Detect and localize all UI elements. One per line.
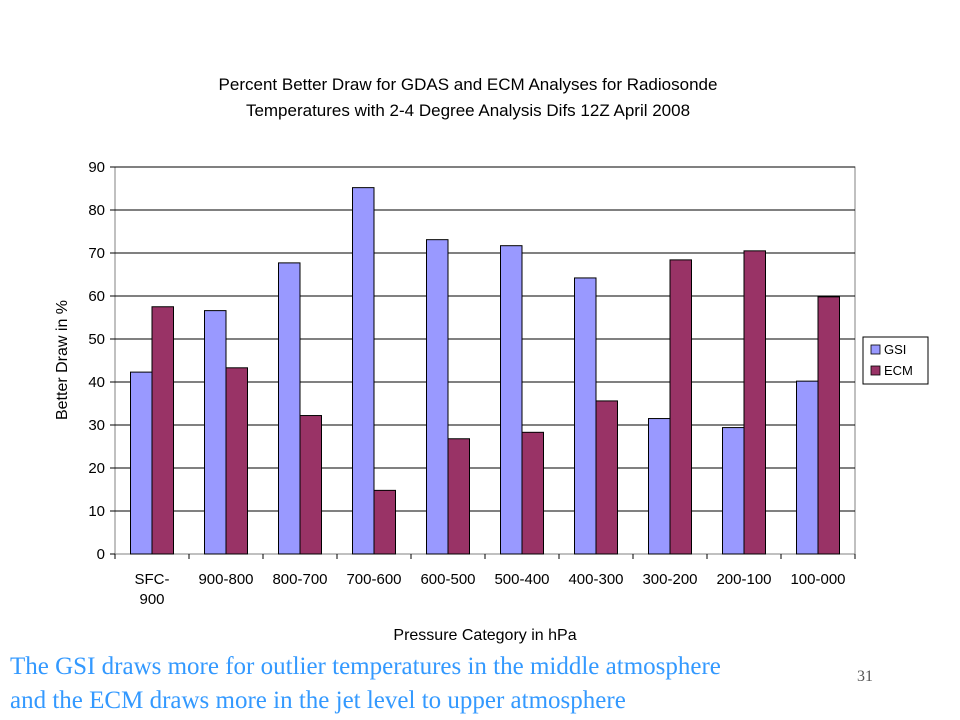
caption-line-2: and the ECM draws more in the jet level … bbox=[10, 687, 626, 714]
bar-gsi-1 bbox=[204, 310, 227, 555]
bars bbox=[130, 187, 840, 555]
bar-gsi-5 bbox=[500, 245, 523, 555]
bar-ecm-0 bbox=[151, 306, 174, 555]
x-axis-ticks: SFC- 900 900-800 800-700 700-600 600-500 500-4… bbox=[114, 554, 856, 608]
y-tick-label: 60 bbox=[88, 288, 105, 305]
y-tick-label: 80 bbox=[88, 202, 105, 219]
y-axis-ticks: 0 10 20 30 40 50 60 70 80 90 bbox=[88, 159, 115, 563]
caption-line-1: The GSI draws more for outlier temperatu… bbox=[10, 653, 721, 680]
chart-title-line-1: Percent Better Draw for GDAS and ECM Ana… bbox=[219, 75, 718, 94]
bar-gsi-3 bbox=[352, 187, 375, 555]
bar-ecm-4 bbox=[447, 438, 470, 555]
bar-gsi-9 bbox=[796, 380, 819, 555]
legend: GSI ECM bbox=[862, 336, 929, 385]
bar-ecm-1 bbox=[225, 367, 248, 555]
y-axis-label: Better Draw in % bbox=[54, 300, 71, 420]
x-tick-label: 800-700 bbox=[272, 571, 327, 588]
bar-gsi-0 bbox=[130, 371, 153, 555]
bar-gsi-4 bbox=[426, 239, 449, 555]
x-tick-label: 400-300 bbox=[568, 571, 623, 588]
legend-label-gsi: GSI bbox=[884, 342, 906, 357]
bar-ecm-2 bbox=[299, 415, 322, 555]
x-tick-label: 300-200 bbox=[642, 571, 697, 588]
bar-gsi-8 bbox=[722, 427, 745, 555]
x-axis-label: Pressure Category in hPa bbox=[393, 627, 576, 644]
legend-label-ecm: ECM bbox=[884, 363, 913, 378]
y-tick-label: 50 bbox=[88, 331, 105, 348]
bar-ecm-5 bbox=[521, 431, 544, 555]
page-number: 31 bbox=[857, 668, 873, 685]
x-tick-label: 900 bbox=[139, 591, 164, 608]
bar-gsi-7 bbox=[648, 418, 671, 555]
legend-swatch-gsi bbox=[870, 344, 881, 355]
x-tick-label: 600-500 bbox=[420, 571, 475, 588]
y-tick-label: 20 bbox=[88, 460, 105, 477]
x-tick-label: SFC- bbox=[135, 571, 170, 588]
y-tick-label: 10 bbox=[88, 503, 105, 520]
y-tick-label: 90 bbox=[88, 159, 105, 176]
chart-title-line-2: Temperatures with 2-4 Degree Analysis Di… bbox=[246, 101, 690, 120]
x-tick-label: 700-600 bbox=[346, 571, 401, 588]
bar-gsi-2 bbox=[278, 262, 301, 555]
x-tick-label: 200-100 bbox=[716, 571, 771, 588]
y-tick-label: 70 bbox=[88, 245, 105, 262]
bar-gsi-6 bbox=[574, 277, 597, 555]
bar-ecm-6 bbox=[595, 400, 618, 555]
x-tick-label: 500-400 bbox=[494, 571, 549, 588]
y-tick-label: 40 bbox=[88, 374, 105, 391]
bar-ecm-3 bbox=[373, 489, 396, 555]
y-tick-label: 0 bbox=[97, 546, 105, 563]
x-tick-label: 900-800 bbox=[198, 571, 253, 588]
bar-ecm-8 bbox=[743, 250, 766, 555]
x-tick-label: 100-000 bbox=[790, 571, 845, 588]
legend-swatch-ecm bbox=[870, 365, 881, 376]
bar-ecm-7 bbox=[669, 259, 692, 555]
y-tick-label: 30 bbox=[88, 417, 105, 434]
bar-ecm-9 bbox=[817, 296, 840, 555]
